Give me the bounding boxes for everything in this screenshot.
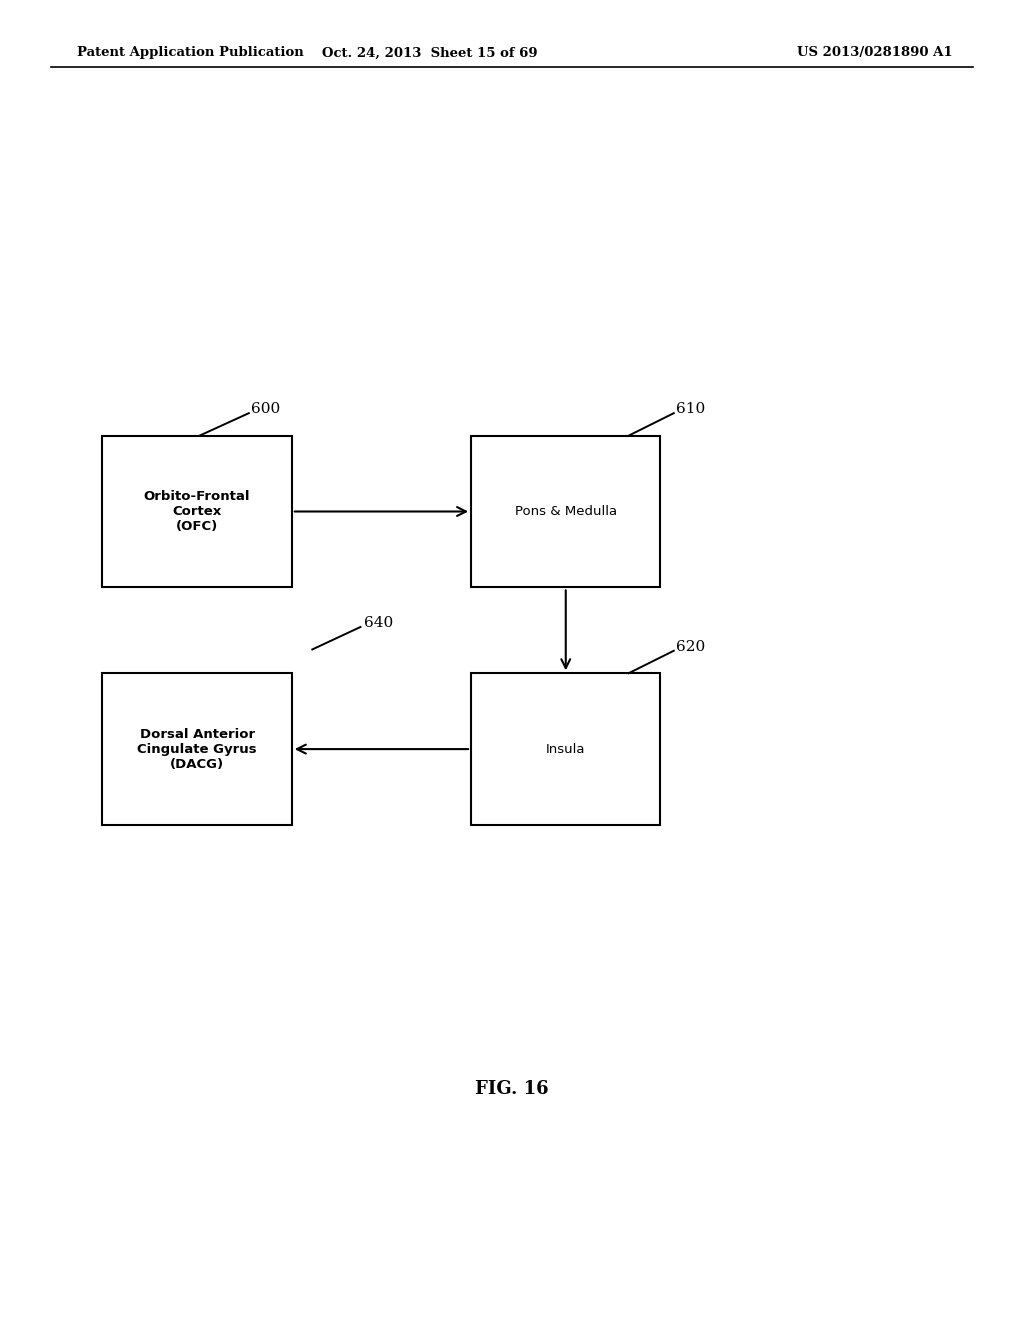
Text: 610: 610 <box>676 403 706 416</box>
Text: Patent Application Publication: Patent Application Publication <box>77 46 303 59</box>
Bar <box>471 673 660 825</box>
Bar <box>102 436 292 587</box>
Text: Orbito-Frontal
Cortex
(OFC): Orbito-Frontal Cortex (OFC) <box>143 490 251 533</box>
Text: US 2013/0281890 A1: US 2013/0281890 A1 <box>797 46 952 59</box>
Bar <box>102 673 292 825</box>
Text: Insula: Insula <box>546 743 586 755</box>
Text: Dorsal Anterior
Cingulate Gyrus
(DACG): Dorsal Anterior Cingulate Gyrus (DACG) <box>137 727 257 771</box>
Text: 640: 640 <box>364 616 393 630</box>
Text: 600: 600 <box>251 403 281 416</box>
Text: Pons & Medulla: Pons & Medulla <box>515 506 616 517</box>
Text: Oct. 24, 2013  Sheet 15 of 69: Oct. 24, 2013 Sheet 15 of 69 <box>323 46 538 59</box>
Text: FIG. 16: FIG. 16 <box>475 1080 549 1098</box>
Bar <box>471 436 660 587</box>
Text: 620: 620 <box>676 640 706 653</box>
